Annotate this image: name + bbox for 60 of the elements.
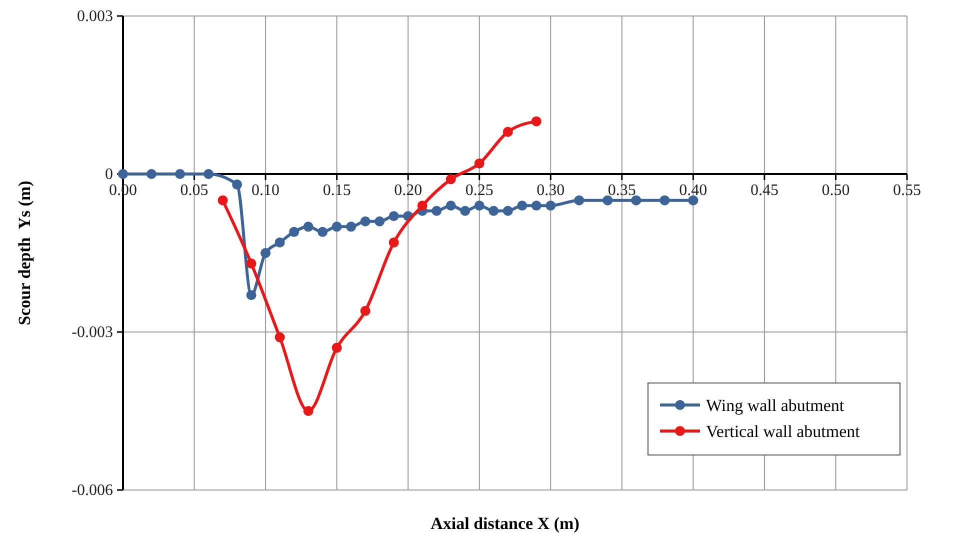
x-tick-label: 0.55 bbox=[893, 182, 921, 199]
point bbox=[531, 200, 542, 211]
point bbox=[546, 200, 556, 211]
x-tick-label: 0.30 bbox=[536, 182, 565, 199]
point bbox=[204, 169, 214, 179]
point bbox=[631, 195, 642, 206]
point bbox=[446, 200, 456, 211]
point bbox=[388, 211, 399, 222]
point bbox=[232, 180, 242, 190]
y-tick-label: 0.003 bbox=[77, 8, 113, 25]
x-axis-title: Axial distance X (m) bbox=[430, 514, 580, 533]
point bbox=[246, 290, 256, 300]
x-tick-label: 0.25 bbox=[465, 182, 494, 199]
point bbox=[688, 195, 698, 206]
x-tick-label: 0.35 bbox=[608, 182, 636, 199]
x-tick-label: 0.20 bbox=[394, 182, 422, 199]
point bbox=[531, 116, 542, 126]
point bbox=[432, 206, 442, 216]
point bbox=[260, 248, 271, 258]
y-tick-label: 0 bbox=[105, 166, 113, 183]
point bbox=[289, 226, 300, 237]
point bbox=[460, 206, 470, 216]
point bbox=[332, 222, 342, 232]
point bbox=[517, 200, 528, 211]
point bbox=[360, 216, 370, 226]
point bbox=[218, 195, 228, 206]
point bbox=[303, 222, 314, 232]
y-axis-title: Scour depth Ys (m) bbox=[15, 180, 34, 326]
point bbox=[374, 216, 385, 226]
point bbox=[303, 406, 314, 416]
x-tick-label: 0.15 bbox=[322, 182, 351, 199]
x-tick-label: 0.40 bbox=[679, 182, 708, 199]
point bbox=[446, 174, 456, 184]
x-tick-label: 0.50 bbox=[822, 182, 850, 199]
x-tick-label: 0.10 bbox=[252, 182, 280, 199]
x-tick-label: 0.05 bbox=[180, 182, 208, 199]
point bbox=[602, 195, 613, 206]
point bbox=[388, 237, 399, 248]
point bbox=[417, 200, 428, 211]
point bbox=[332, 342, 342, 353]
point bbox=[474, 158, 484, 168]
point bbox=[274, 237, 285, 248]
point bbox=[488, 206, 499, 216]
point bbox=[146, 169, 157, 179]
point bbox=[346, 222, 356, 232]
point bbox=[502, 126, 513, 137]
legend-label: Vertical wall abutment bbox=[706, 422, 860, 441]
point bbox=[474, 200, 484, 211]
y-tick-label: -0.006 bbox=[72, 482, 113, 499]
point bbox=[360, 306, 370, 316]
y-tick-label: -0.003 bbox=[72, 324, 113, 341]
point bbox=[246, 258, 256, 269]
legend-label: Wing wall abutment bbox=[706, 396, 844, 415]
point bbox=[318, 226, 328, 237]
point bbox=[175, 169, 186, 179]
point bbox=[274, 332, 285, 342]
x-tick-label: 0.45 bbox=[750, 182, 778, 199]
point bbox=[660, 195, 670, 206]
point bbox=[574, 195, 584, 206]
point bbox=[502, 206, 513, 216]
